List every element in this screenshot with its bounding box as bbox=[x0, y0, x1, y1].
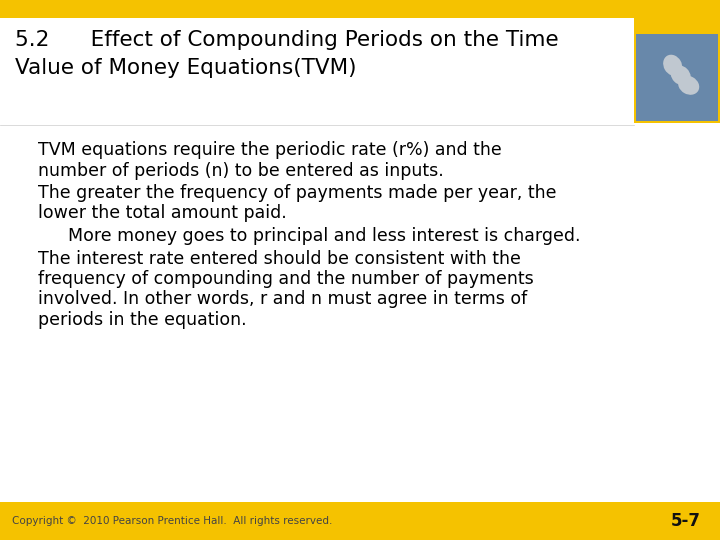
Text: The greater the frequency of payments made per year, the: The greater the frequency of payments ma… bbox=[38, 184, 557, 202]
Ellipse shape bbox=[678, 76, 699, 95]
Text: Copyright ©  2010 Pearson Prentice Hall.  All rights reserved.: Copyright © 2010 Pearson Prentice Hall. … bbox=[12, 516, 333, 526]
Text: 5-7: 5-7 bbox=[671, 512, 701, 530]
Text: TVM equations require the periodic rate (r%) and the: TVM equations require the periodic rate … bbox=[38, 141, 502, 159]
Ellipse shape bbox=[663, 55, 683, 76]
Text: The interest rate entered should be consistent with the: The interest rate entered should be cons… bbox=[38, 249, 521, 267]
Text: lower the total amount paid.: lower the total amount paid. bbox=[38, 205, 287, 222]
Text: involved. In other words, r and n must agree in terms of: involved. In other words, r and n must a… bbox=[38, 291, 527, 308]
Text: periods in the equation.: periods in the equation. bbox=[38, 311, 247, 329]
Text: Value of Money Equations(TVM): Value of Money Equations(TVM) bbox=[15, 58, 356, 78]
Bar bbox=[636, 34, 718, 121]
Bar bbox=[0, 502, 720, 540]
Text: number of periods (n) to be entered as inputs.: number of periods (n) to be entered as i… bbox=[38, 161, 444, 179]
Ellipse shape bbox=[670, 65, 690, 85]
Bar bbox=[0, 0, 720, 18]
Text: frequency of compounding and the number of payments: frequency of compounding and the number … bbox=[38, 270, 534, 288]
Bar bbox=[652, 502, 720, 540]
Bar bbox=[634, 18, 720, 123]
Text: More money goes to principal and less interest is charged.: More money goes to principal and less in… bbox=[68, 227, 580, 245]
Text: 5.2      Effect of Compounding Periods on the Time: 5.2 Effect of Compounding Periods on the… bbox=[15, 30, 559, 50]
